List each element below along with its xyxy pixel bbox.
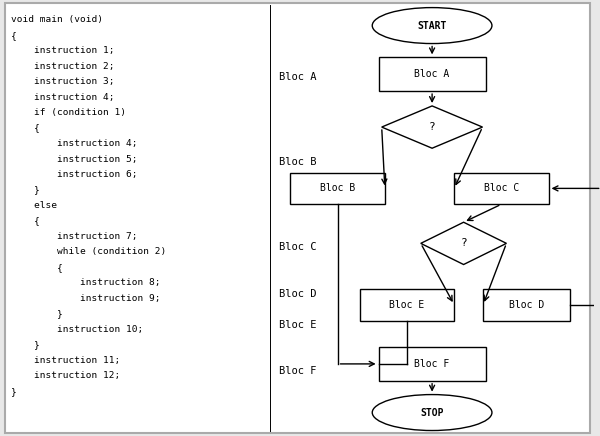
Text: Bloc E: Bloc E [280,320,317,330]
Text: instruction 6;: instruction 6; [11,170,137,179]
Text: {: { [11,263,62,272]
Text: else: else [11,201,56,210]
FancyBboxPatch shape [454,173,548,204]
Text: {: { [11,216,40,225]
Text: {: { [11,124,40,133]
Text: instruction 5;: instruction 5; [11,155,137,164]
Polygon shape [382,106,482,148]
Text: }: } [11,310,62,318]
Text: Bloc B: Bloc B [320,184,355,194]
Text: START: START [418,20,447,31]
Text: {: { [11,31,16,40]
Ellipse shape [372,395,492,430]
FancyBboxPatch shape [359,289,454,320]
Text: ?: ? [429,122,436,132]
Ellipse shape [372,7,492,44]
Text: instruction 7;: instruction 7; [11,232,137,241]
Text: while (condition 2): while (condition 2) [11,248,166,256]
Text: instruction 4;: instruction 4; [11,93,114,102]
Text: instruction 2;: instruction 2; [11,62,114,71]
Text: if (condition 1): if (condition 1) [11,108,125,117]
Text: Bloc F: Bloc F [280,366,317,376]
Text: Bloc D: Bloc D [280,289,317,299]
Text: STOP: STOP [421,408,444,418]
Text: instruction 11;: instruction 11; [11,356,120,365]
FancyBboxPatch shape [379,57,485,91]
Text: Bloc C: Bloc C [484,184,519,194]
Text: void main (void): void main (void) [11,15,103,24]
FancyBboxPatch shape [379,347,485,381]
Text: Bloc D: Bloc D [509,300,544,310]
Text: instruction 10;: instruction 10; [11,325,143,334]
Text: Bloc A: Bloc A [280,72,317,82]
Text: }: } [11,387,16,396]
Text: instruction 9;: instruction 9; [11,294,160,303]
Text: Bloc B: Bloc B [280,157,317,167]
Text: instruction 8;: instruction 8; [11,278,160,287]
Text: }: } [11,186,40,194]
Text: }: } [11,340,40,349]
FancyBboxPatch shape [290,173,385,204]
Text: Bloc C: Bloc C [280,242,317,252]
Text: Bloc F: Bloc F [415,359,450,369]
Polygon shape [421,222,506,265]
Text: instruction 12;: instruction 12; [11,371,120,380]
Text: ?: ? [460,238,467,249]
Text: instruction 4;: instruction 4; [11,139,137,148]
Text: instruction 3;: instruction 3; [11,77,114,86]
FancyBboxPatch shape [483,289,570,320]
Text: Bloc E: Bloc E [389,300,425,310]
Text: instruction 1;: instruction 1; [11,46,114,55]
Text: Bloc A: Bloc A [415,69,450,79]
FancyBboxPatch shape [5,3,590,433]
